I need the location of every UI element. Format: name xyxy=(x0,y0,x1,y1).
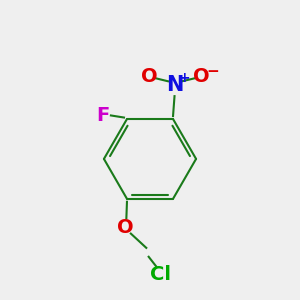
Text: −: − xyxy=(206,64,219,79)
Text: O: O xyxy=(141,67,158,86)
Text: O: O xyxy=(193,67,210,86)
Text: O: O xyxy=(117,218,134,237)
Text: +: + xyxy=(178,71,190,85)
Text: N: N xyxy=(166,75,183,95)
Text: Cl: Cl xyxy=(150,265,171,284)
Text: F: F xyxy=(96,106,109,125)
